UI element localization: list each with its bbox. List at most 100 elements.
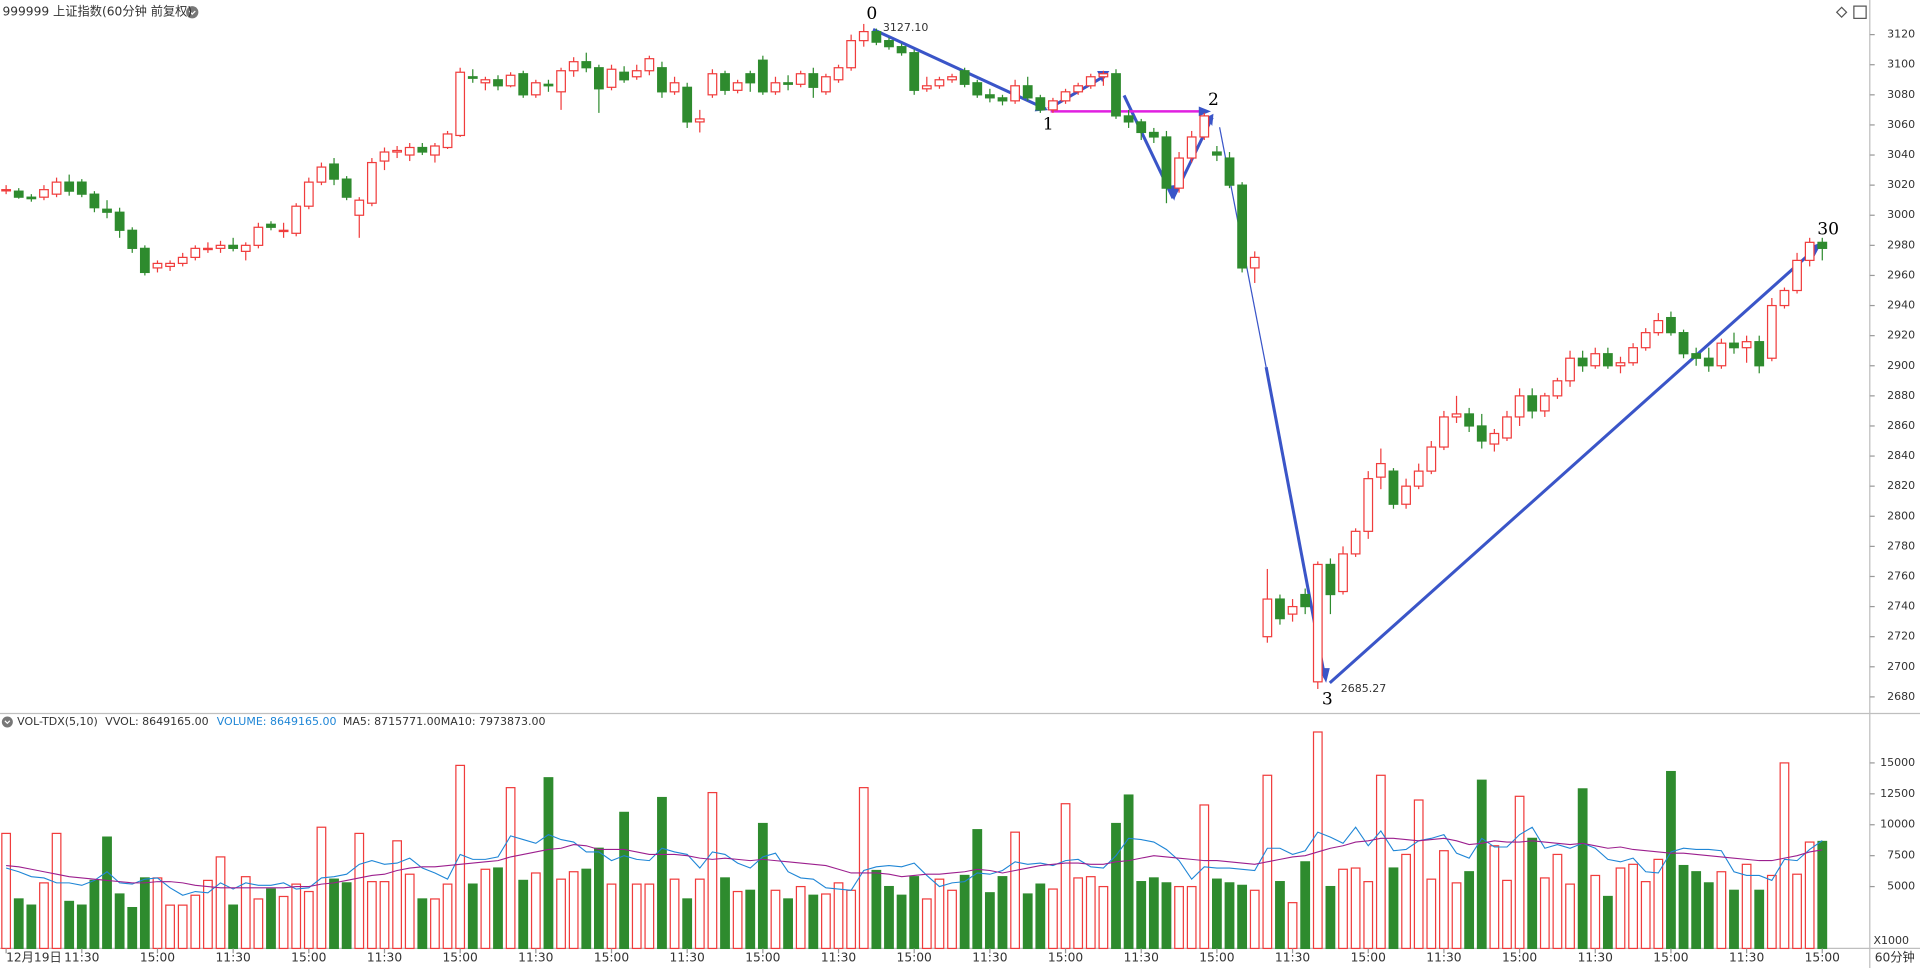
- toolbar-icon[interactable]: [1835, 6, 1848, 18]
- candle-body: [1111, 73, 1121, 117]
- volume-bar: [909, 876, 920, 950]
- volume-bar: [64, 900, 75, 950]
- candle-body: [1804, 241, 1815, 262]
- candle-body: [13, 190, 24, 198]
- candle-body: [1476, 425, 1487, 442]
- volume-bar: [102, 836, 112, 950]
- candle-body: [631, 70, 642, 78]
- y-tick-label: 2740: [1887, 600, 1915, 613]
- volume-bar: [303, 890, 314, 950]
- volume-bar: [1678, 864, 1689, 950]
- volume-bar: [1640, 881, 1651, 950]
- volume-bar: [1300, 861, 1311, 950]
- volume-bar: [745, 889, 756, 950]
- candle-body: [1237, 184, 1248, 269]
- volume-bar: [1199, 804, 1210, 950]
- unit-label: X1000: [1873, 934, 1909, 947]
- x-tick-label: 15:00: [443, 951, 478, 965]
- candle-body: [1539, 395, 1550, 412]
- candle-body: [1464, 413, 1475, 427]
- toolbar-icon[interactable]: [1853, 5, 1867, 19]
- candle-body: [316, 166, 327, 183]
- y-tick-label: 2840: [1887, 449, 1915, 462]
- volume-bar: [13, 898, 24, 950]
- candle-body: [821, 76, 831, 93]
- candle-body: [1439, 416, 1449, 448]
- candle-body: [1022, 85, 1033, 99]
- volume-bar: [1754, 889, 1765, 950]
- volume-bar: [240, 876, 251, 950]
- candle-body: [1048, 100, 1058, 111]
- volume-bar: [127, 906, 138, 950]
- x-tick-label: 11:30: [670, 951, 705, 965]
- volume-bar: [619, 811, 630, 950]
- y-tick-label: 2960: [1887, 268, 1915, 281]
- candle-body: [341, 178, 352, 198]
- volume-bar: [896, 894, 907, 950]
- volume-bar: [89, 879, 100, 950]
- candle-body: [76, 181, 87, 195]
- x-tick-label: 15:00: [745, 951, 780, 965]
- y-tick-label: 3060: [1887, 118, 1915, 131]
- volume-bar: [455, 764, 466, 950]
- candle-body: [1565, 357, 1575, 382]
- candle-body: [1312, 563, 1323, 683]
- candle-body: [102, 208, 112, 213]
- candle-body: [947, 76, 957, 81]
- volume-bar: [76, 904, 87, 950]
- y-tick-label: 2700: [1887, 660, 1915, 673]
- volume-bar: [316, 826, 327, 950]
- candle-body: [871, 30, 882, 43]
- candle-body: [1211, 151, 1222, 156]
- annotation: 3127.10: [883, 21, 929, 34]
- candle-body: [770, 82, 781, 93]
- volume-bar: [1022, 893, 1033, 950]
- volume-bar: [1716, 871, 1727, 950]
- volume-bar: [934, 878, 945, 950]
- volume-bar: [1010, 831, 1020, 950]
- candle-body: [1085, 76, 1096, 87]
- volume-bar: [165, 904, 175, 950]
- volume-bar: [1161, 882, 1172, 950]
- volume-bar: [846, 889, 857, 950]
- volume-bar: [1691, 871, 1702, 950]
- volume-bar: [1249, 889, 1260, 950]
- candle-body: [303, 181, 314, 207]
- candle-body: [997, 97, 1008, 102]
- candle-body: [266, 223, 276, 228]
- candle-body: [1249, 256, 1260, 269]
- volume-bar: [1577, 788, 1588, 950]
- candle-body: [430, 145, 440, 156]
- volume-bar: [594, 847, 604, 950]
- candle-body: [921, 85, 932, 90]
- chart-title: 999999 上证指数(60分钟 前复权): [2, 4, 192, 19]
- candle-body: [1640, 332, 1651, 349]
- y-tick-label: 7500: [1887, 849, 1915, 862]
- volume-bar: [1779, 762, 1790, 950]
- y-tick-label: 2860: [1887, 419, 1915, 432]
- candle-body: [619, 71, 630, 81]
- volume-bar: [114, 893, 125, 950]
- candle-body: [783, 82, 793, 85]
- candle-body: [1703, 357, 1714, 367]
- volume-bar: [518, 879, 529, 950]
- menu-icon[interactable]: [1, 716, 13, 728]
- volume-bar: [1476, 779, 1487, 950]
- y-tick-label: 2980: [1887, 238, 1915, 251]
- indicator-name: VOL-TDX(5,10): [17, 715, 98, 728]
- y-tick-label: 2820: [1887, 479, 1915, 492]
- volume-bar: [1375, 774, 1386, 950]
- menu-icon[interactable]: [186, 6, 199, 19]
- annotation: 0: [866, 4, 877, 24]
- volume-bar: [707, 791, 718, 950]
- volume-bar: [694, 878, 705, 950]
- volume-bar: [26, 904, 37, 950]
- candle-body: [39, 189, 49, 198]
- volume-bar: [1237, 884, 1248, 950]
- volume-bar: [404, 873, 415, 950]
- volume-bar: [1186, 885, 1197, 950]
- legend-entry: MA5: 8715771.00: [343, 715, 441, 728]
